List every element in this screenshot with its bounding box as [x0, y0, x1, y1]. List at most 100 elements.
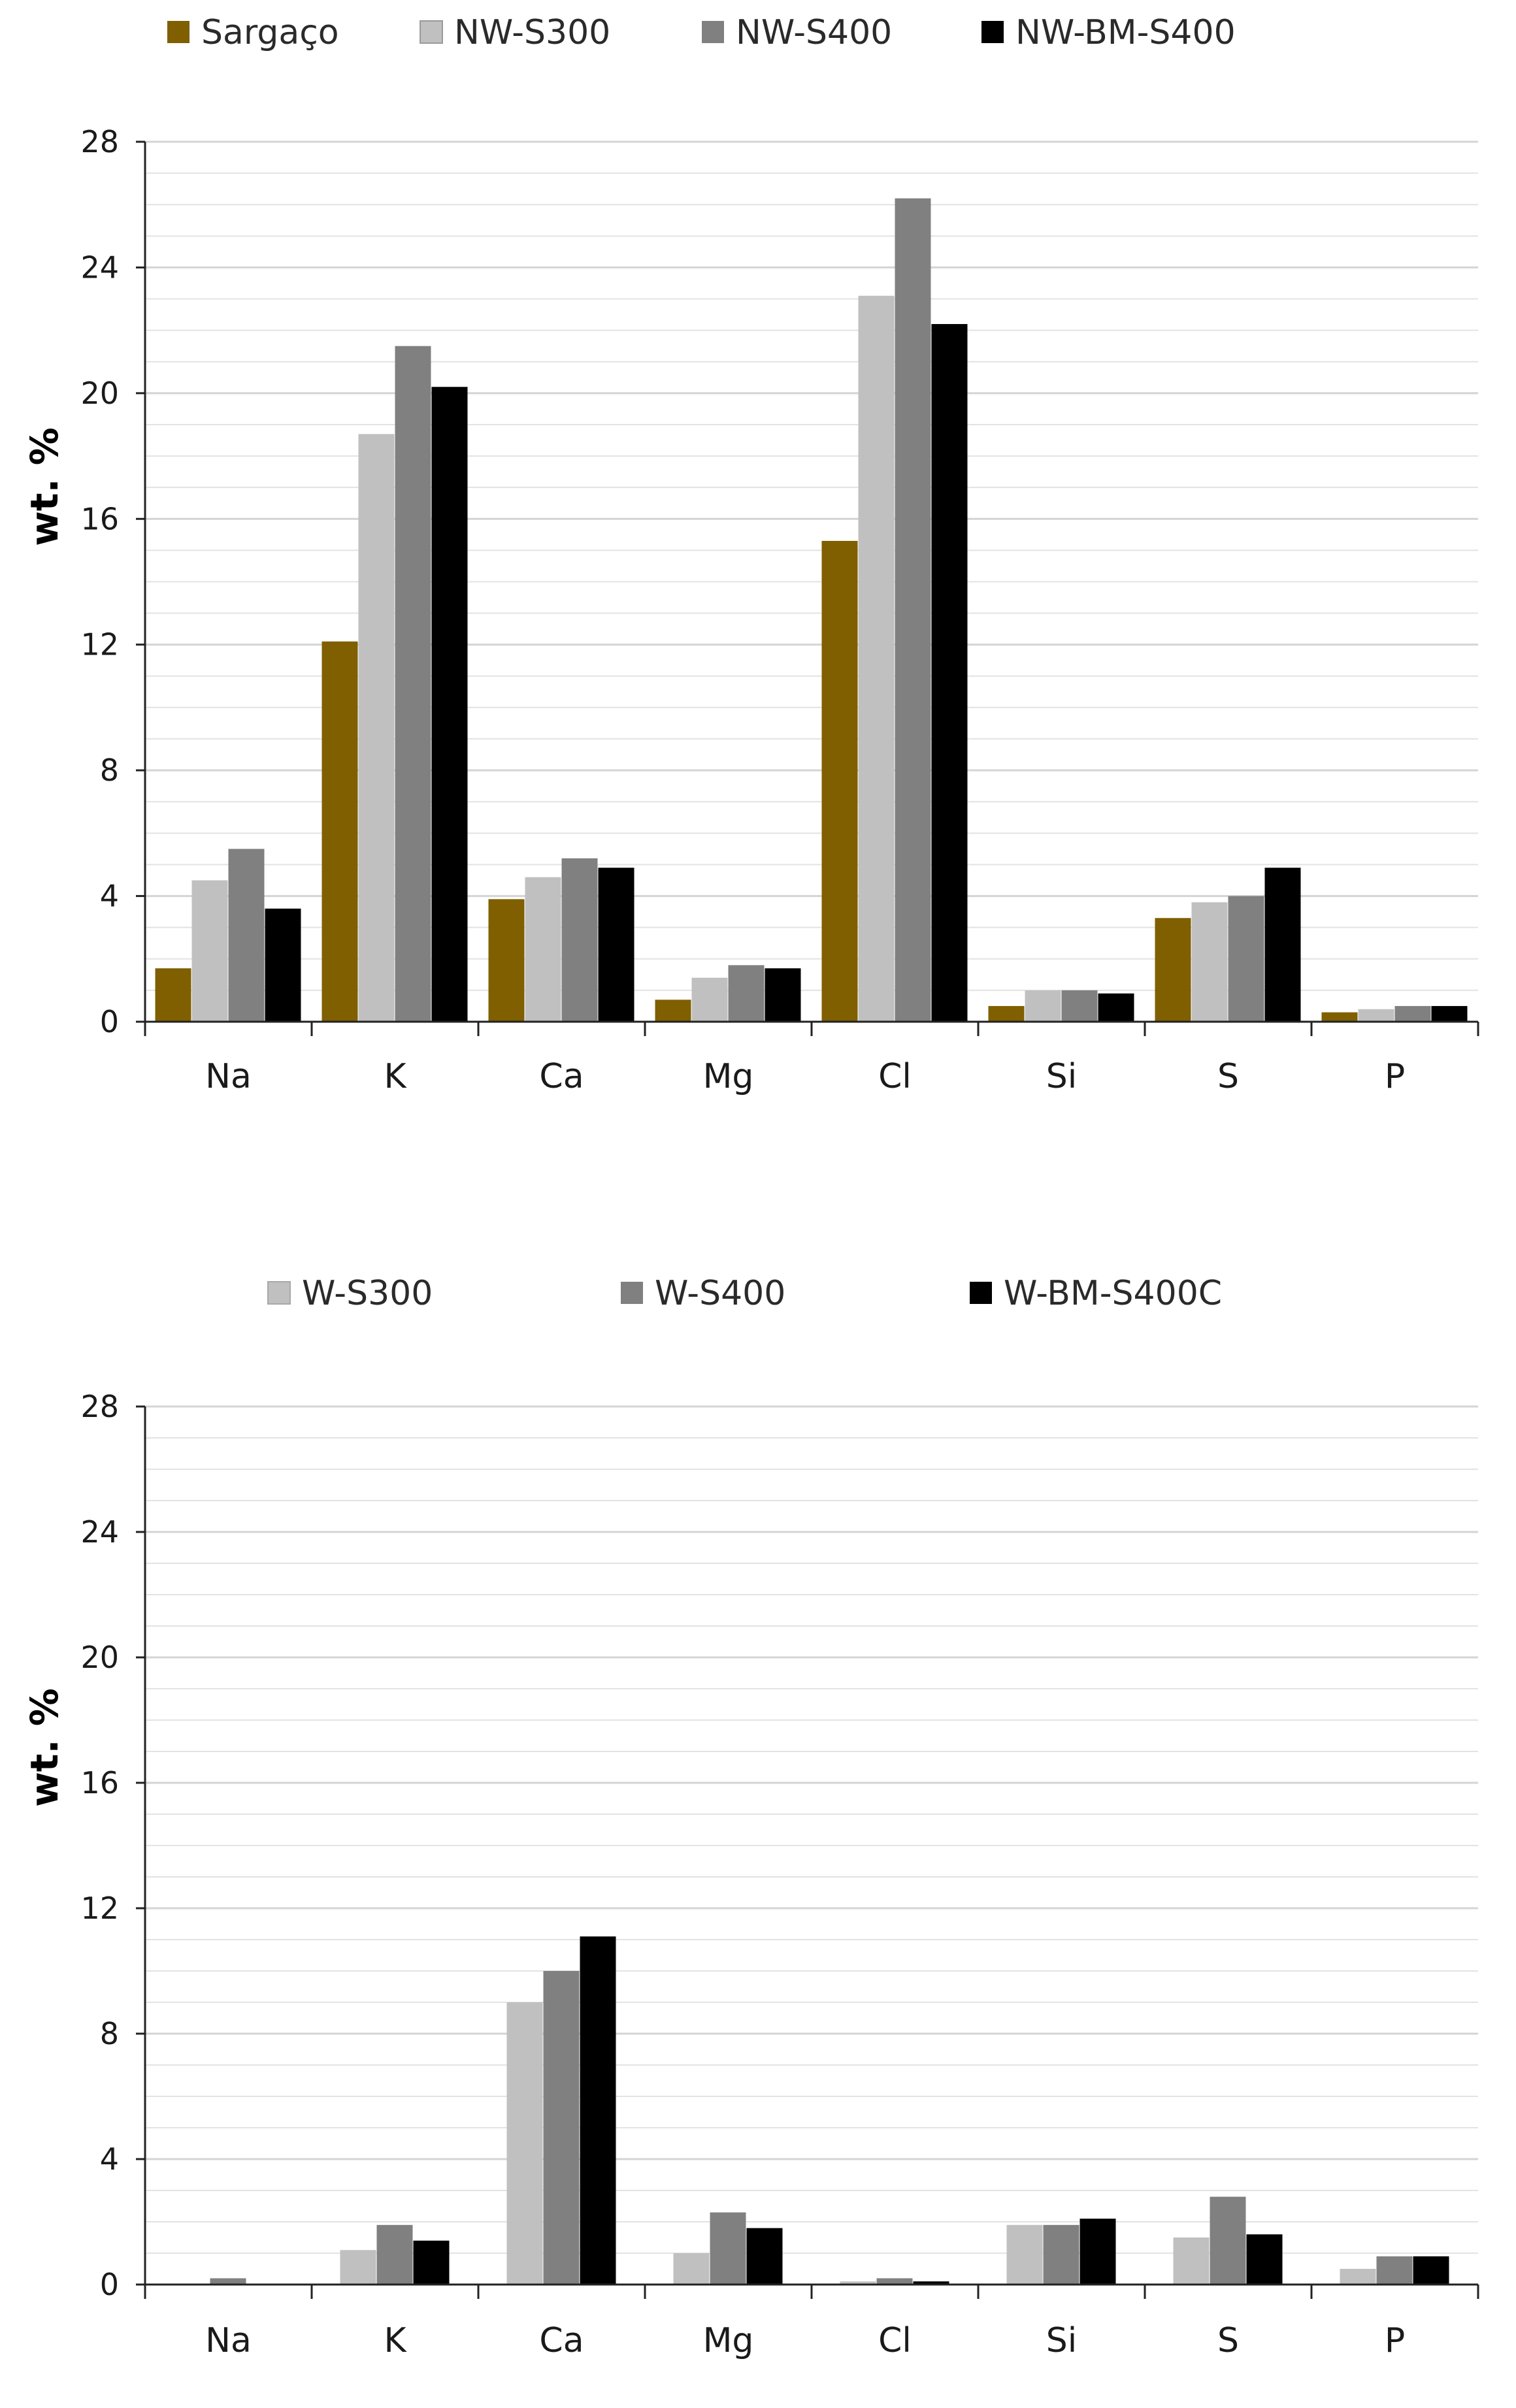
- y-tick-label: 12: [80, 1891, 119, 1926]
- bar-nw-s400-mg: [728, 965, 765, 1022]
- bar-w-bm-s400c-mg: [746, 2228, 783, 2285]
- legend: W-S300 W-S400 W-BM-S400C: [267, 1274, 1222, 1313]
- bar-nw-s400-si: [1061, 990, 1098, 1022]
- bar-nw-bm-s400-p: [1431, 1005, 1468, 1022]
- legend-swatch-nw-s300: [420, 20, 443, 44]
- x-category-label-s: S: [1217, 1057, 1239, 1096]
- bar-nw-bm-s400-ca: [598, 868, 634, 1022]
- y-tick-label: 24: [80, 1514, 119, 1550]
- y-tick-label: 16: [80, 1765, 119, 1800]
- bar-nw-s400-p: [1394, 1005, 1431, 1022]
- y-tick-label: 28: [80, 124, 119, 159]
- bar-w-bm-s400c-si: [1079, 2219, 1116, 2285]
- bar-w-bm-s400c-s: [1246, 2234, 1283, 2285]
- chart-bottom: W-S300 W-S400 W-BM-S400C wt. % 0 4 8 12 16 20…: [22, 1274, 1479, 2360]
- bar-nw-bm-s400-na: [265, 908, 301, 1022]
- y-tick-label: 24: [80, 250, 119, 285]
- bar-sargaco-mg: [655, 1000, 691, 1022]
- bar-w-s400-k: [376, 2224, 413, 2285]
- gridlines: [145, 1405, 1478, 2254]
- legend-label-w-bm-s400c: W-BM-S400C: [1004, 1274, 1222, 1313]
- bar-w-bm-s400c-p: [1413, 2256, 1449, 2285]
- chart-top: Sargaço NW-S300 NW-S400 NW-BM-S400 wt. %…: [22, 13, 1479, 1096]
- bar-sargaco-na: [155, 968, 191, 1022]
- bar-nw-s300-s: [1191, 902, 1228, 1022]
- legend-label-nw-s400: NW-S400: [736, 13, 892, 52]
- bar-nw-bm-s400-s: [1264, 868, 1301, 1022]
- bar-w-s300-s: [1173, 2237, 1210, 2285]
- bar-nw-s300-cl: [858, 295, 895, 1022]
- bar-nw-bm-s400-cl: [931, 324, 968, 1022]
- bar-sargaco-s: [1155, 918, 1191, 1022]
- x-category-label-p: P: [1385, 2321, 1405, 2360]
- legend-label-sargaco: Sargaço: [201, 13, 339, 52]
- bar-w-s400-na: [210, 2278, 246, 2285]
- bar-w-s300-mg: [673, 2253, 710, 2285]
- y-tick-label: 12: [80, 627, 119, 662]
- x-category-label-si: Si: [1046, 1057, 1077, 1096]
- y-tick-label: 4: [100, 2141, 119, 2177]
- bar-w-s300-k: [340, 2250, 376, 2285]
- x-category-label-k: K: [384, 1057, 407, 1096]
- y-tick-label: 16: [80, 501, 119, 536]
- bar-nw-s300-si: [1025, 990, 1061, 1022]
- x-category-labels: Na K Ca Mg Cl Si S P: [144, 1022, 1479, 1096]
- bar-nw-s400-cl: [895, 198, 931, 1022]
- y-tick-label: 28: [80, 1389, 119, 1424]
- bar-nw-s300-mg: [691, 977, 728, 1022]
- legend-label-nw-bm-s400: NW-BM-S400: [1015, 13, 1236, 52]
- y-tick-label: 4: [100, 879, 119, 914]
- x-category-label-na: Na: [205, 2321, 252, 2360]
- bar-w-s400-p: [1376, 2256, 1413, 2285]
- y-tick-label: 0: [100, 1004, 119, 1039]
- bar-nw-s300-na: [191, 880, 228, 1022]
- bar-nw-s300-k: [358, 434, 395, 1022]
- legend-swatch-nw-bm-s400: [981, 21, 1004, 43]
- x-category-label-k: K: [384, 2321, 407, 2360]
- legend-label-w-s300: W-S300: [302, 1274, 433, 1313]
- bars: [155, 198, 1468, 1022]
- x-category-label-s: S: [1217, 2321, 1239, 2360]
- x-category-label-si: Si: [1046, 2321, 1077, 2360]
- bar-w-s400-ca: [543, 1971, 580, 2285]
- bar-nw-s400-k: [395, 346, 431, 1022]
- legend-label-nw-s300: NW-S300: [454, 13, 610, 52]
- legend-swatch-w-s300: [267, 1281, 291, 1305]
- bar-sargaco-cl: [821, 540, 858, 1022]
- bar-nw-s300-p: [1358, 1009, 1394, 1022]
- bar-w-s300-si: [1006, 2224, 1043, 2285]
- bars: [210, 1936, 1449, 2285]
- bar-w-bm-s400c-ca: [580, 1936, 616, 2285]
- bar-w-s300-cl: [840, 2281, 876, 2285]
- bar-nw-s400-s: [1228, 896, 1264, 1022]
- legend-swatch-w-s400: [621, 1282, 643, 1304]
- y-tick-label: 20: [80, 1640, 119, 1675]
- y-tick-label: 0: [100, 2267, 119, 2302]
- legend-label-w-s400: W-S400: [655, 1274, 785, 1313]
- legend-swatch-nw-s400: [702, 21, 724, 43]
- bar-nw-bm-s400-mg: [765, 968, 801, 1022]
- x-category-label-p: P: [1385, 1057, 1405, 1096]
- legend-swatch-sargaco: [167, 21, 190, 43]
- x-category-label-cl: Cl: [878, 2321, 912, 2360]
- bar-nw-bm-s400-si: [1098, 993, 1134, 1022]
- x-category-label-ca: Ca: [539, 1057, 584, 1096]
- bar-nw-s300-ca: [525, 877, 561, 1022]
- bar-nw-s400-na: [228, 849, 265, 1022]
- y-tick-label: 8: [100, 753, 119, 788]
- bar-w-s400-s: [1210, 2196, 1246, 2285]
- x-category-label-mg: Mg: [703, 1057, 754, 1096]
- legend-swatch-w-bm-s400c: [970, 1282, 992, 1304]
- bar-sargaco-k: [321, 641, 358, 1022]
- y-axis-label: wt. %: [22, 427, 67, 546]
- y-tick-label: 8: [100, 2016, 119, 2051]
- bar-w-s400-cl: [876, 2278, 913, 2285]
- x-category-labels: Na K Ca Mg Cl Si S P: [144, 2285, 1479, 2360]
- bar-w-s300-p: [1340, 2269, 1376, 2285]
- y-axis-label: wt. %: [22, 1688, 67, 1807]
- bar-w-s400-si: [1043, 2224, 1079, 2285]
- bar-sargaco-p: [1321, 1012, 1358, 1022]
- bar-w-bm-s400c-cl: [913, 2281, 949, 2285]
- bar-w-s300-ca: [506, 2002, 543, 2285]
